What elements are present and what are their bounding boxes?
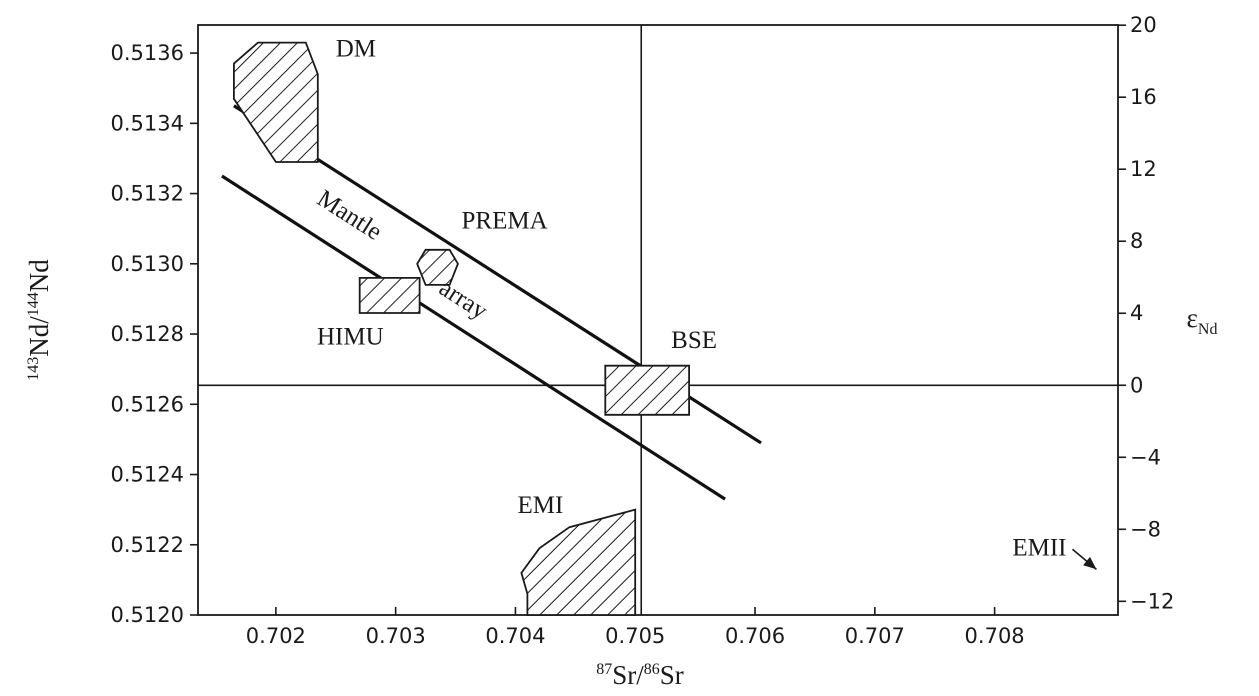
dm-label: DM	[336, 36, 376, 63]
y2-tick-label: 0	[1130, 373, 1143, 397]
y-tick-label: 0.5130	[111, 252, 184, 276]
emii-arrowhead	[1083, 556, 1097, 570]
y2-tick-label: −8	[1130, 517, 1161, 541]
y-tick-label: 0.5120	[111, 603, 184, 627]
y2-axis-ticks: −12 −8 −4 0 4 8 12 16 20	[1118, 13, 1174, 613]
himu-label: HIMU	[317, 324, 384, 351]
bse-region	[604, 364, 690, 416]
x-tick-label: 0.707	[845, 624, 905, 648]
y-tick-label: 0.5132	[111, 182, 184, 206]
y2-tick-label: 4	[1130, 301, 1143, 325]
emi-region	[520, 508, 637, 616]
x-tick-label: 0.703	[366, 624, 426, 648]
emii-label: EMII	[1012, 534, 1066, 561]
y2-axis-title: εNd	[1187, 303, 1218, 338]
y2-tick-label: 8	[1130, 229, 1143, 253]
mantle-array-lower-line	[221, 174, 726, 501]
reservoir-regions	[232, 41, 690, 616]
x-tick-label: 0.708	[965, 624, 1025, 648]
x-tick-label: 0.702	[246, 624, 306, 648]
prema-label: PREMA	[462, 208, 548, 235]
mantle-array-label-word1: Mantle	[312, 185, 386, 246]
y-tick-label: 0.5128	[111, 322, 184, 346]
y2-tick-label: 16	[1130, 85, 1157, 109]
y2-tick-label: −12	[1130, 589, 1174, 613]
dm-region	[232, 41, 319, 163]
y-tick-label: 0.5126	[111, 392, 184, 416]
x-tick-label: 0.705	[605, 624, 665, 648]
y-tick-label: 0.5136	[111, 41, 184, 65]
plot-frame	[197, 24, 1119, 616]
emi-label: EMI	[518, 492, 564, 519]
reference-lines	[198, 25, 1118, 615]
y2-tick-label: 12	[1130, 157, 1157, 181]
x-axis-ticks: 0.702 0.703 0.704 0.705 0.706 0.707 0.708	[246, 607, 1025, 648]
y-axis-ticks: 0.5120 0.5122 0.5124 0.5126 0.5128 0.5130 0.51…	[111, 41, 198, 627]
x-tick-label: 0.706	[725, 624, 785, 648]
y-tick-label: 0.5124	[111, 463, 184, 487]
prema-region	[416, 248, 459, 286]
y2-tick-label: 20	[1130, 13, 1157, 37]
y-axis-title: 143Nd/144Nd	[24, 259, 54, 381]
x-axis-title: 87Sr/86Sr	[596, 660, 684, 690]
x-tick-label: 0.704	[485, 624, 545, 648]
y2-tick-label: −4	[1130, 445, 1161, 469]
himu-region	[358, 276, 421, 314]
bse-label: BSE	[671, 327, 717, 354]
y-tick-label: 0.5134	[111, 111, 184, 135]
y-tick-label: 0.5122	[111, 533, 184, 557]
